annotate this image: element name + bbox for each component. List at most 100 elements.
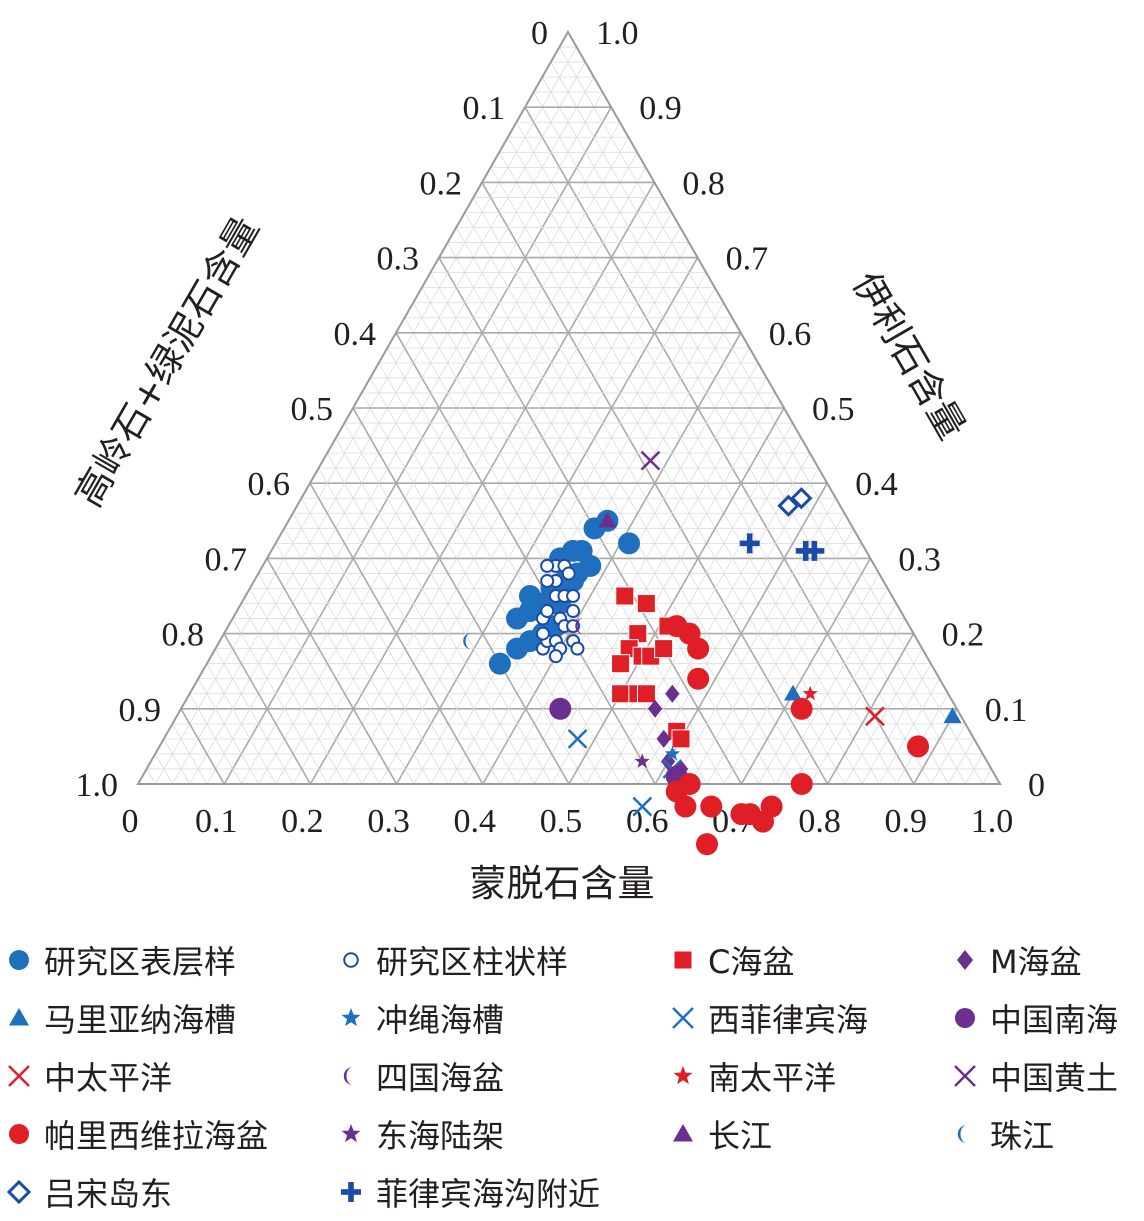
grid-line (309, 482, 484, 785)
legend-item: 中太平洋 (6, 1050, 172, 1102)
legend-marker (343, 952, 359, 968)
grid-line (266, 558, 398, 785)
grid-line (861, 663, 932, 785)
grid-line (352, 407, 570, 785)
data-point (540, 604, 555, 619)
grid-line (792, 603, 897, 785)
bottom-tick-label: 0.9 (885, 803, 928, 840)
data-point (575, 617, 584, 635)
left-tick-label: 0.7 (205, 541, 248, 578)
data-point (784, 684, 802, 701)
grid-line (930, 723, 966, 785)
legend-marker (954, 1065, 976, 1087)
legend-marker (672, 1007, 694, 1029)
data-points (463, 450, 962, 856)
data-point (660, 752, 676, 771)
legend-marker (9, 1124, 29, 1144)
grid-line (421, 287, 708, 785)
legend-marker (9, 950, 29, 970)
data-point (518, 585, 541, 607)
data-point (463, 633, 472, 650)
series-菲律宾海沟附近 (739, 533, 825, 561)
legend-label: 吕宋岛东 (44, 1175, 173, 1213)
legend: 研究区表层样 研究区柱状样 C海盆 M海盆 马里亚纳海槽 冲绳海槽 西菲律宾海 中国南海 中太平… (0, 930, 1144, 1221)
grid-line (326, 452, 518, 785)
left-tick-label: 0.3 (377, 241, 420, 278)
grid-line (335, 437, 535, 785)
legend-label: M海盆 (990, 943, 1082, 981)
right-tick-label: 0.3 (898, 541, 941, 578)
bottom-tick-label: 1.0 (971, 803, 1014, 840)
legend-label: 长江 (708, 1117, 773, 1155)
grid-line (844, 648, 923, 785)
legend-item: 帕里西维拉海盆 (6, 1108, 268, 1160)
legend-marker (6, 1179, 32, 1205)
data-point (678, 773, 701, 795)
data-point (687, 667, 710, 690)
series-帕里西维拉海盆 (665, 615, 930, 856)
grid-line (534, 377, 768, 785)
legend-label: 中国南海 (990, 1001, 1119, 1039)
grid-line (568, 407, 785, 785)
data-point (790, 697, 813, 720)
grid-line (965, 753, 984, 785)
legend-marker (673, 1066, 693, 1085)
legend-marker (343, 1067, 353, 1085)
legend-item: 研究区柱状样 (338, 934, 568, 986)
grid-line (982, 768, 992, 785)
right-tick-label: 0.4 (855, 466, 898, 503)
grid-line (507, 137, 880, 785)
data-point (777, 494, 800, 517)
grid-line (585, 422, 793, 785)
data-point (488, 652, 511, 675)
grid-line (689, 513, 845, 785)
data-point (804, 540, 825, 561)
grid-line (878, 678, 940, 785)
legend-label: 中太平洋 (44, 1059, 173, 1097)
legend-label: C海盆 (708, 943, 795, 981)
bottom-tick-label: 0 (122, 803, 139, 840)
grid-line (387, 347, 639, 785)
data-point (518, 600, 541, 623)
legend-item: 中国南海 (952, 992, 1118, 1044)
grid-line (215, 648, 294, 785)
triangle-frame (136, 29, 1002, 785)
data-point (654, 639, 674, 659)
data-point (615, 586, 635, 606)
data-point (598, 511, 617, 528)
legend-marker (673, 1124, 693, 1142)
data-point (618, 532, 641, 555)
grid-line (163, 738, 191, 785)
grid-line (189, 693, 242, 785)
data-point (687, 637, 710, 660)
data-point (570, 641, 585, 656)
grid-line (154, 46, 577, 785)
data-point (656, 729, 671, 748)
series-中国黄土 (640, 450, 661, 471)
data-point (636, 684, 656, 704)
data-point (671, 729, 691, 749)
series-中太平洋 (865, 706, 885, 727)
grid-line (758, 573, 880, 785)
data-point (790, 487, 813, 510)
legend-marker (957, 950, 973, 970)
legend-label: 帕里西维拉海盆 (44, 1117, 269, 1155)
legend-item: 长江 (670, 1108, 772, 1160)
data-point (636, 594, 656, 614)
grid-line (292, 513, 449, 785)
data-point (540, 558, 555, 573)
grid-line (146, 768, 156, 785)
grid-line (465, 317, 733, 785)
grid-line (404, 317, 673, 785)
left-tick-label: 0.4 (334, 316, 377, 353)
grid-line (189, 76, 595, 785)
legend-label: 马里亚纳海槽 (44, 1001, 237, 1039)
data-point (566, 589, 581, 603)
grid-line (361, 392, 587, 785)
legend-item: C海盆 (670, 934, 794, 986)
grid-line (223, 633, 312, 785)
legend-marker (9, 1008, 29, 1026)
grid-line (318, 467, 501, 785)
ternary-grid (146, 46, 992, 785)
data-point (790, 773, 813, 795)
